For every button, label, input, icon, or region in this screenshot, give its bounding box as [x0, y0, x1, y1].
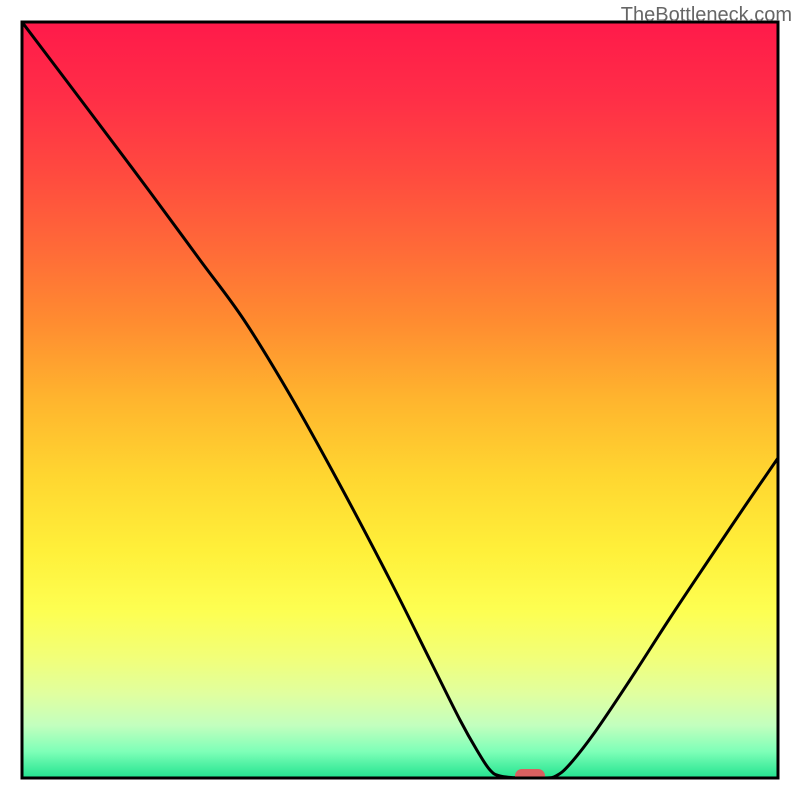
bottleneck-chart [0, 0, 800, 800]
chart-svg [0, 0, 800, 800]
watermark-text: TheBottleneck.com [621, 4, 792, 27]
optimal-marker [515, 769, 545, 783]
gradient-background [22, 22, 778, 778]
